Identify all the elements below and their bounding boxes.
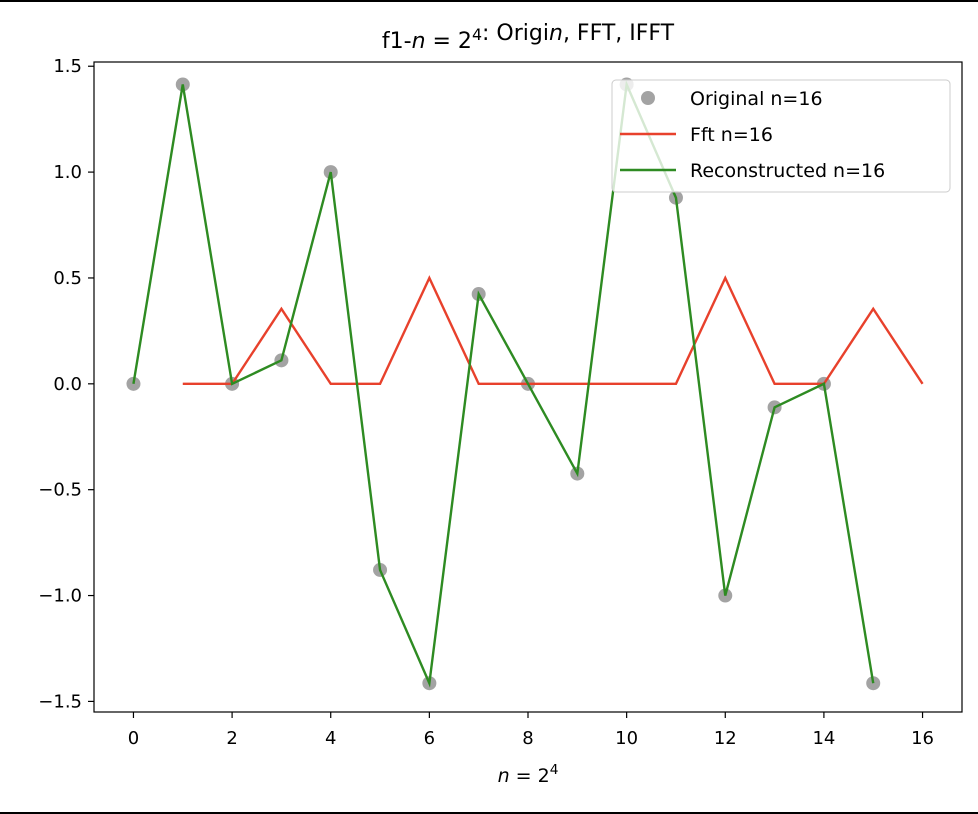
- series-fft-n-16: [182, 275, 924, 386]
- x-tick-label: 16: [911, 728, 934, 749]
- x-tick-label: 6: [424, 728, 435, 749]
- x-tick-label: 10: [615, 728, 638, 749]
- legend-label: Reconstructed n=16: [690, 160, 885, 182]
- y-tick-label: −1.0: [38, 586, 82, 607]
- y-tick-label: 0.5: [53, 268, 82, 289]
- chart-title: f1-n = 24: Origin, FFT, IFFT: [382, 21, 675, 54]
- legend: Original n=16 Fft n=16 Reconstructed n=16: [611, 79, 951, 193]
- series-line: [182, 275, 924, 386]
- y-tick-label: 1.5: [53, 56, 82, 77]
- series-reconstructed-n-16: [132, 79, 875, 688]
- y-tick-label: 1.0: [53, 162, 82, 183]
- legend-label: Original n=16: [690, 88, 823, 110]
- x-tick-label: 4: [325, 728, 336, 749]
- legend-box: [611, 79, 951, 193]
- x-axis-label: n = 24: [498, 762, 559, 787]
- x-tick-label: 8: [522, 728, 533, 749]
- x-tick-label: 14: [812, 728, 835, 749]
- legend-marker: [641, 91, 655, 105]
- y-tick-label: −1.5: [38, 691, 82, 712]
- x-tick-label: 2: [226, 728, 237, 749]
- y-tick-label: 0.0: [53, 374, 82, 395]
- y-tick-label: −0.5: [38, 480, 82, 501]
- series-line: [132, 79, 875, 688]
- x-tick-label: 0: [128, 728, 139, 749]
- x-tick-label: 12: [714, 728, 737, 749]
- scatter-point: [126, 376, 141, 391]
- legend-label: Fft n=16: [690, 124, 773, 146]
- plot-area: [126, 77, 924, 691]
- axes: 0 2 4 6 8 10 12 14 16 1.5 1.0 0.5 0.0 −0.5 −1.0 −1.5: [38, 56, 963, 749]
